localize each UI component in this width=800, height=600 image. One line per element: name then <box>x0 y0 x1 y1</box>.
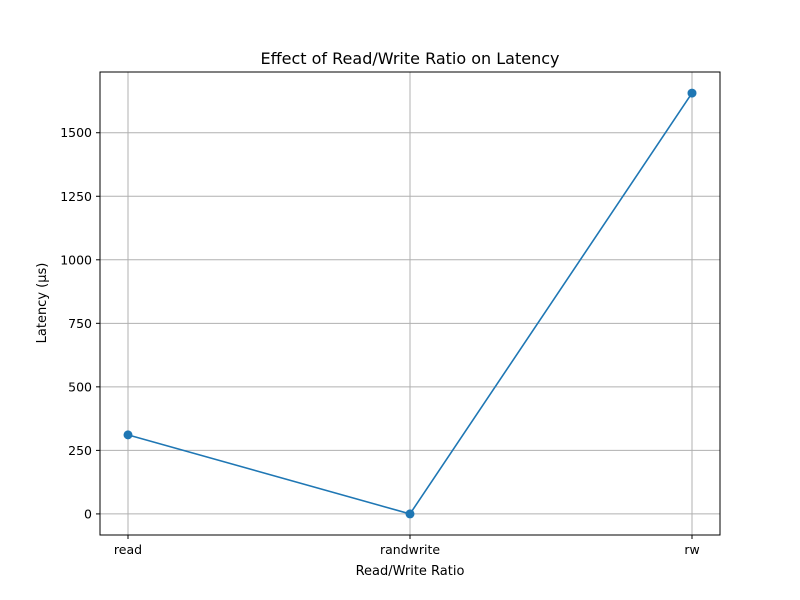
x-tick-label: rw <box>684 542 699 557</box>
y-tick-label: 1000 <box>60 252 92 267</box>
data-point <box>123 430 133 440</box>
y-tick-label: 500 <box>68 379 92 394</box>
data-point <box>405 509 415 519</box>
data-point <box>687 88 697 98</box>
x-axis-label: Read/Write Ratio <box>356 564 465 579</box>
y-tick-label: 250 <box>68 443 92 458</box>
y-tick-label: 1500 <box>60 125 92 140</box>
x-tick-label: read <box>114 542 142 557</box>
chart-title: Effect of Read/Write Ratio on Latency <box>261 49 560 68</box>
y-tick-label: 1250 <box>60 189 92 204</box>
y-tick-label: 0 <box>84 506 92 521</box>
x-tick-label: randwrite <box>380 542 440 557</box>
y-tick-label: 750 <box>68 316 92 331</box>
tick-layer: read randwrite rw 0 250 500 750 1000 1250 1500 <box>60 125 700 557</box>
grid-layer <box>100 72 720 535</box>
y-axis-label: Latency (µs) <box>35 263 50 344</box>
series-layer <box>123 88 697 519</box>
